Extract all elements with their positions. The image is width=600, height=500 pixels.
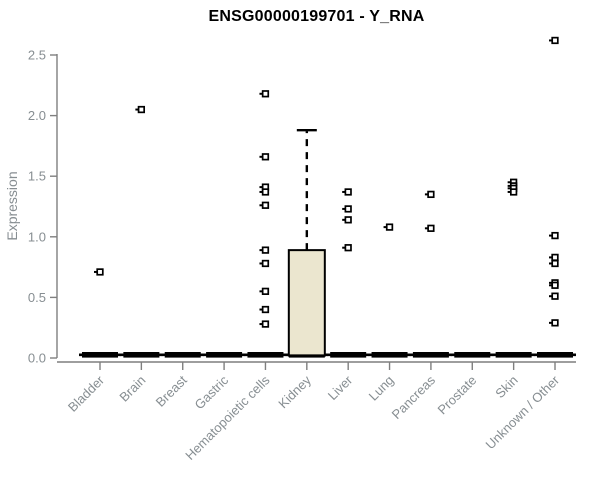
- x-category-label: Breast: [153, 372, 190, 409]
- outlier-point: [344, 216, 352, 224]
- outlier-point: [551, 36, 559, 45]
- zero-box-bar: [82, 352, 118, 358]
- outlier-point: [261, 90, 270, 98]
- outlier-point: [551, 281, 559, 289]
- x-category-label: Brain: [116, 373, 148, 405]
- x-category-label: Unknown / Other: [483, 372, 563, 452]
- outlier-point: [261, 305, 270, 314]
- outlier-point: [137, 105, 146, 114]
- outlier-point: [427, 224, 435, 232]
- zero-box-bar: [371, 352, 408, 358]
- outlier-point: [551, 253, 559, 262]
- y-tick-label: 0.5: [28, 290, 46, 305]
- y-tick-label: 0.0: [28, 351, 46, 366]
- outlier-point: [551, 259, 559, 268]
- box: [287, 249, 326, 357]
- x-category-label: Lung: [366, 373, 397, 404]
- x-category-label: Pancreas: [389, 372, 439, 422]
- x-category-label: Gastric: [191, 372, 231, 412]
- zero-box-bar: [123, 352, 160, 358]
- outlier-point: [261, 246, 270, 254]
- outlier-point: [261, 287, 270, 295]
- outlier-point: [551, 292, 559, 300]
- x-category-label: Liver: [325, 372, 356, 403]
- x-category-label: Bladder: [65, 372, 108, 415]
- outlier-point: [509, 188, 518, 196]
- zero-box-bar: [412, 352, 449, 358]
- outlier-point: [385, 223, 394, 231]
- y-tick-label: 1.5: [28, 169, 46, 184]
- y-tick-label: 2.5: [28, 48, 46, 63]
- outlier-point: [261, 153, 270, 161]
- outlier-point: [551, 319, 559, 327]
- outlier-point: [427, 190, 435, 199]
- zero-box-bar: [454, 352, 491, 358]
- y-tick-label: 1.0: [28, 229, 46, 244]
- outlier-point: [261, 201, 270, 209]
- outlier-point: [96, 268, 104, 276]
- zero-box-bar: [206, 352, 243, 358]
- outlier-point: [344, 188, 352, 196]
- outlier-point: [261, 259, 270, 268]
- zero-box-bar: [330, 352, 367, 358]
- zero-box-bar: [247, 352, 284, 358]
- x-category-label: Kidney: [275, 372, 314, 411]
- x-category-label: Skin: [492, 373, 520, 401]
- zero-box-bar: [537, 352, 574, 358]
- zero-box-bar: [164, 352, 201, 358]
- outlier-point: [344, 205, 352, 213]
- outlier-point: [261, 188, 270, 196]
- x-category-label: Prostate: [435, 373, 480, 418]
- outlier-point: [551, 231, 559, 240]
- outlier-point: [261, 320, 270, 328]
- zero-box-bar: [495, 352, 532, 358]
- chart-title: ENSG00000199701 - Y_RNA: [208, 8, 425, 25]
- y-tick-label: 2.0: [28, 108, 46, 123]
- outlier-point: [344, 244, 352, 252]
